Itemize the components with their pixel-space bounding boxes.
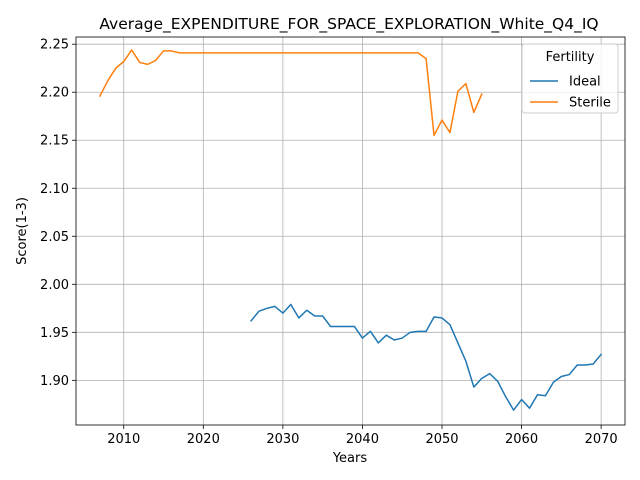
- y-tick-label: 2.10: [40, 182, 69, 197]
- y-tick-label: 2.15: [40, 134, 69, 149]
- y-tick-label: 2.20: [40, 86, 69, 101]
- legend: Fertility Ideal Sterile: [521, 43, 619, 114]
- x-tick-label: 2050: [425, 432, 458, 447]
- legend-box: [521, 43, 619, 114]
- y-tick-label: 2.00: [40, 278, 69, 293]
- y-tick-label: 2.05: [40, 230, 69, 245]
- x-axis-label: Years: [332, 451, 368, 466]
- y-axis-ticks: 1.90 1.95 2.00 2.05 2.10 2.15 2.20 2.25: [40, 38, 76, 389]
- series-line-ideal: [249, 303, 603, 411]
- y-axis-label: Score(1-3): [15, 197, 30, 265]
- x-tick-label: 2040: [346, 432, 379, 447]
- x-tick-label: 2020: [187, 432, 220, 447]
- legend-title: Fertility: [546, 50, 595, 65]
- legend-label-ideal: Ideal: [569, 75, 601, 90]
- series-layer: [98, 49, 603, 411]
- x-tick-label: 2030: [266, 432, 299, 447]
- x-tick-label: 2070: [585, 432, 618, 447]
- y-tick-label: 2.25: [40, 38, 69, 53]
- legend-label-sterile: Sterile: [569, 96, 611, 111]
- series-line-sterile: [98, 49, 483, 137]
- plot-frame: [75, 36, 626, 426]
- x-tick-label: 2010: [107, 432, 140, 447]
- x-axis-ticks: 2010 2020 2030 2040 2050 2060 2070: [107, 425, 618, 447]
- legend-items: Ideal Sterile: [530, 75, 611, 111]
- y-tick-label: 1.95: [40, 326, 69, 341]
- chart-title: Average_EXPENDITURE_FOR_SPACE_EXPLORATIO…: [99, 15, 598, 34]
- y-tick-label: 1.90: [40, 374, 69, 389]
- x-tick-label: 2060: [505, 432, 538, 447]
